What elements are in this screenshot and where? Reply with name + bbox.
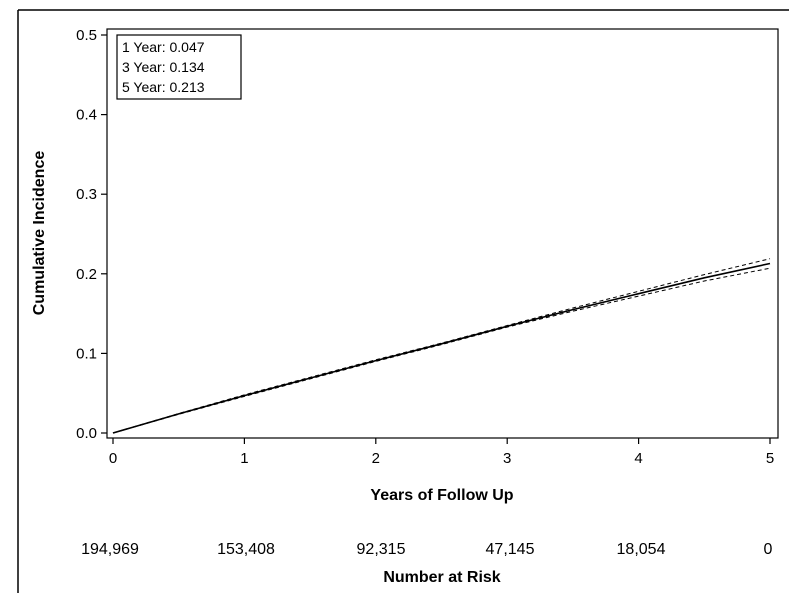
legend-frame [116, 34, 242, 100]
y-tick-label: 0.3 [76, 186, 97, 203]
number-at-risk-value: 92,315 [357, 541, 406, 558]
y-tick-label: 0.0 [76, 425, 97, 442]
y-tick-label: 0.2 [76, 266, 97, 283]
number-at-risk-row: 194,969 153,408 92,315 47,145 18,054 0 [81, 541, 772, 558]
legend-entry-3-year: 3 Year: 0.134 [122, 59, 205, 75]
number-at-risk-value: 194,969 [81, 541, 139, 558]
number-at-risk-title: Number at Risk [383, 569, 500, 586]
x-tick-label: 4 [634, 450, 642, 467]
y-axis: 0.0 0.1 0.2 0.3 0.4 0.5 [76, 27, 107, 442]
number-at-risk-value: 47,145 [486, 541, 535, 558]
legend-entry-1-year: 1 Year: 0.047 [122, 39, 205, 55]
confidence-bound-line [112, 258, 771, 434]
x-tick-label: 5 [766, 450, 774, 467]
y-tick-label: 0.4 [76, 107, 97, 124]
number-at-risk-value: 18,054 [617, 541, 666, 558]
x-axis-title: Years of Follow Up [370, 487, 513, 504]
cumulative-incidence-line [112, 262, 771, 434]
x-tick-label: 1 [240, 450, 248, 467]
number-at-risk-value: 153,408 [217, 541, 275, 558]
x-tick-label: 3 [503, 450, 511, 467]
series-layer [112, 258, 771, 434]
confidence-bound-line [112, 267, 771, 434]
x-axis: 0 1 2 3 4 5 [109, 438, 774, 467]
y-tick-label: 0.5 [76, 27, 97, 44]
number-at-risk-value: 0 [764, 541, 773, 558]
plot-area-frame [106, 28, 779, 439]
y-axis-title: Cumulative Incidence [31, 151, 48, 316]
legend-box: 1 Year: 0.047 3 Year: 0.134 5 Year: 0.21… [116, 34, 242, 100]
y-tick-label: 0.1 [76, 345, 97, 362]
x-tick-label: 2 [372, 450, 380, 467]
x-tick-label: 0 [109, 450, 117, 467]
legend-entry-5-year: 5 Year: 0.213 [122, 79, 205, 95]
